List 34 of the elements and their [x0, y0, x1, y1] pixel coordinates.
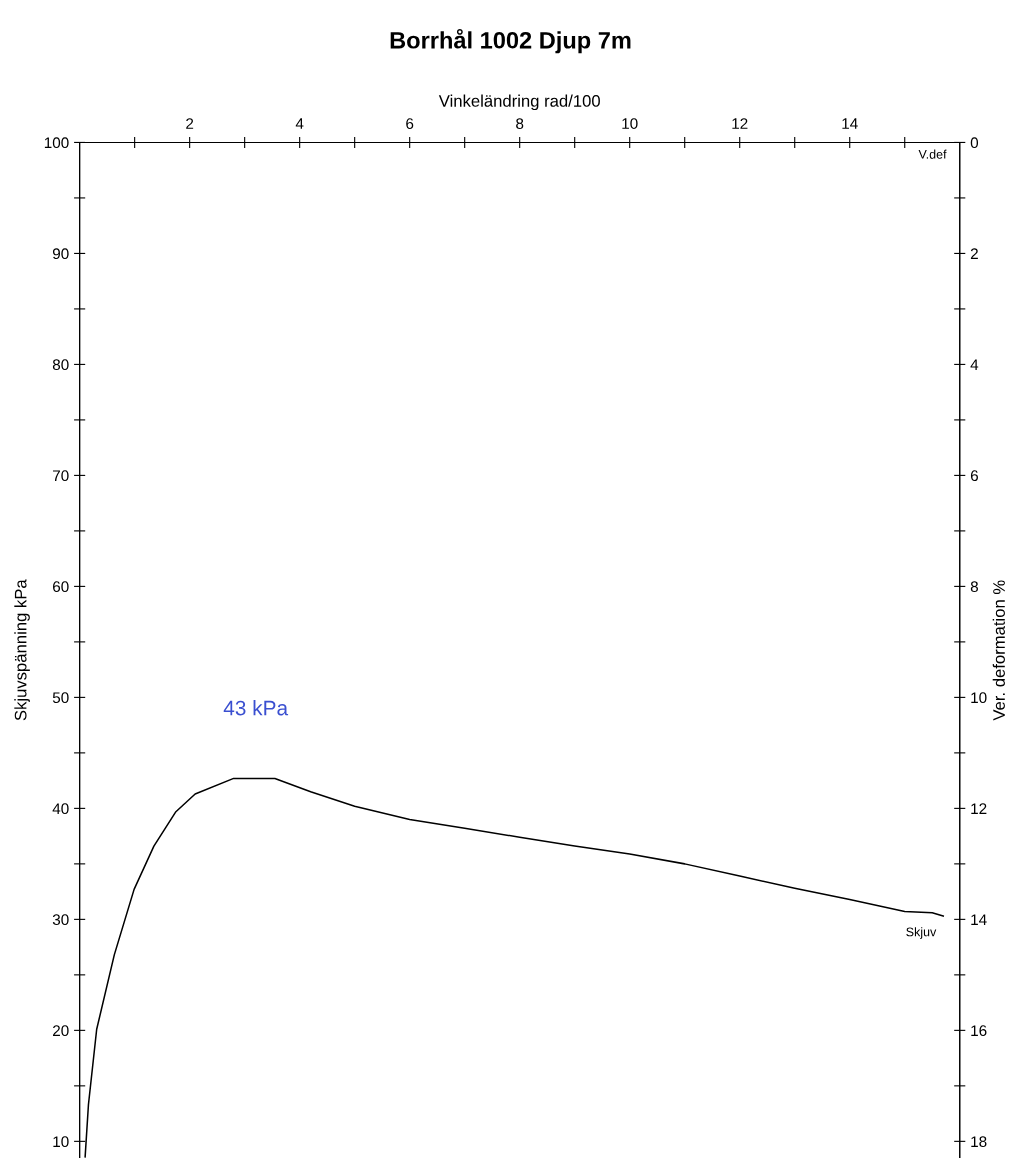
y2-axis-title: Ver. deformation % [992, 580, 1005, 721]
y-tick-label: 60 [53, 581, 69, 593]
y2-tick-label: 18 [971, 1136, 987, 1148]
y2-tick-label: 2 [970, 248, 978, 259]
y2-tick-label: 14 [971, 914, 987, 925]
chart-title: Borrhål 1002 Djup 7m [390, 28, 631, 54]
annotation: V.def [918, 149, 947, 159]
y-tick-label: 30 [52, 914, 69, 926]
y-tick-label: 80 [52, 359, 69, 371]
x-tick-label: 8 [516, 118, 524, 129]
y-tick-label: 10 [53, 1136, 69, 1148]
y-tick-label: 100 [44, 137, 69, 149]
y2-tick-label: 16 [971, 1025, 987, 1037]
y2-tick-label: 12 [971, 803, 987, 814]
y2-tick-label: 0 [970, 137, 979, 149]
x-tick-label: 4 [295, 118, 304, 129]
y2-tick-label: 8 [970, 581, 978, 593]
x-tick-label: 2 [186, 118, 194, 129]
y-tick-label: 20 [53, 1025, 69, 1037]
y-axis-title: Skjuvspänning kPa [14, 579, 30, 721]
x-axis-title: Vinkeländring rad/100 [438, 94, 600, 111]
y2-tick-label: 4 [970, 359, 979, 370]
y-tick-label: 70 [53, 470, 69, 482]
y-tick-label: 50 [52, 692, 69, 704]
y2-tick-label: 10 [971, 692, 987, 704]
x-tick-label: 10 [622, 118, 638, 129]
y-tick-label: 40 [52, 803, 69, 815]
x-tick-label: 6 [406, 118, 414, 129]
y-tick-label: 90 [52, 248, 69, 260]
y2-tick-label: 6 [970, 470, 978, 482]
series-label: Skjuv [906, 927, 937, 939]
annotation: 43 kPa [223, 700, 289, 716]
x-tick-label: 14 [842, 118, 858, 129]
x-tick-label: 12 [732, 118, 748, 129]
